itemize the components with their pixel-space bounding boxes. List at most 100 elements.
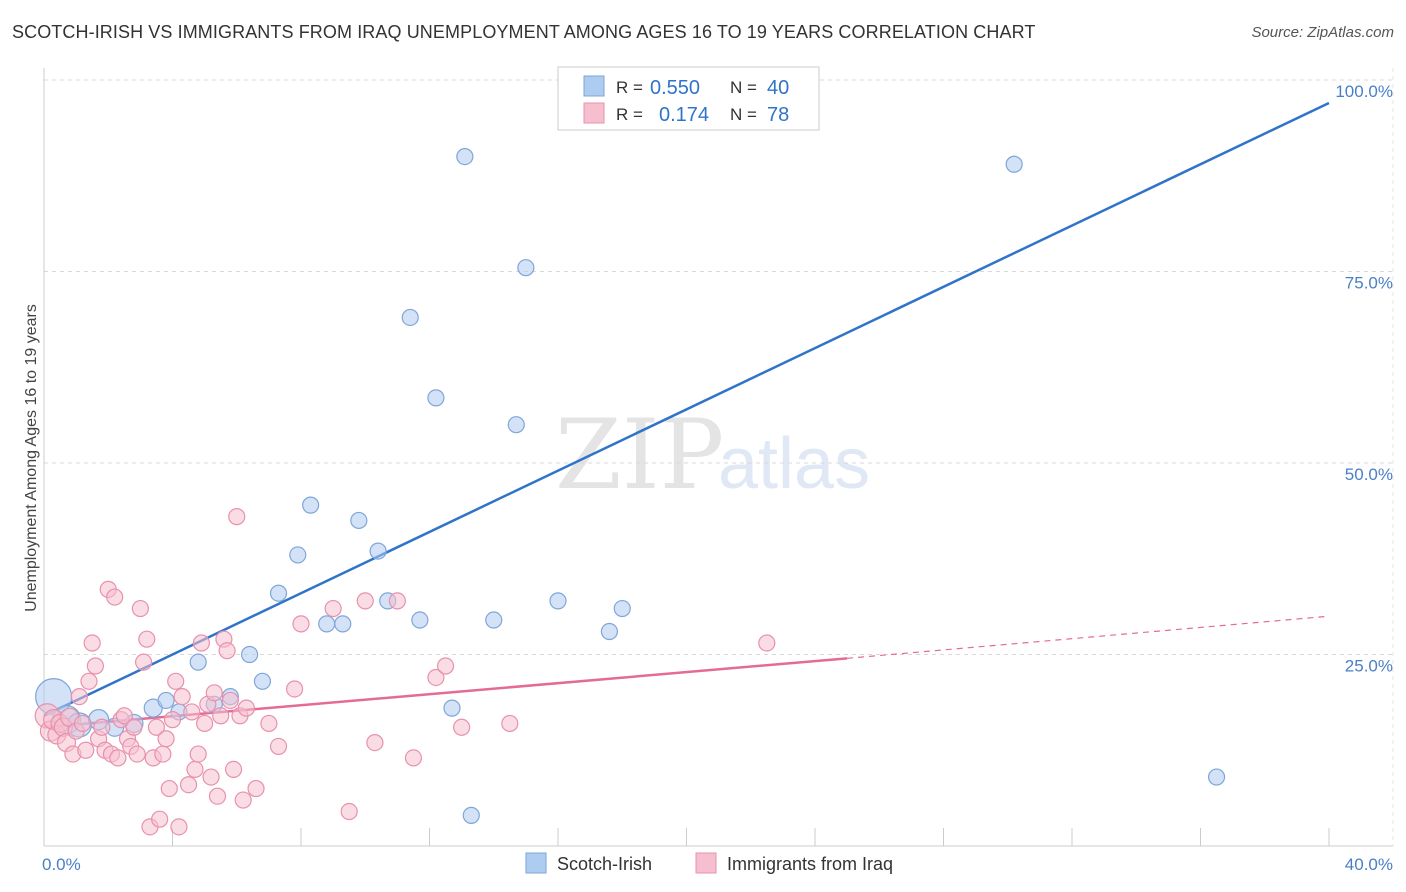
data-point-scotch-irish — [411, 611, 429, 629]
trend-line-extension-immigrants-from-iraq — [847, 615, 1330, 659]
data-point-scotch-irish — [613, 599, 631, 618]
data-point-immigrants-from-iraq — [80, 672, 98, 690]
data-point-immigrants-from-iraq — [218, 642, 236, 660]
data-point-scotch-irish — [456, 148, 474, 166]
data-point-immigrants-from-iraq — [228, 508, 246, 526]
tick-labels: 25.0% 50.0% 75.0% 100.0% 0.0% 40.0% — [42, 82, 1393, 874]
stats-legend-box: R = 0.550 N = 40 R = 0.174 N = 78 — [557, 66, 820, 131]
data-point-immigrants-from-iraq — [154, 745, 172, 763]
data-point-immigrants-from-iraq — [247, 779, 265, 798]
data-point-scotch-irish — [1005, 155, 1023, 173]
data-point-immigrants-from-iraq — [427, 668, 445, 687]
stats-r-label-scotch-irish: R = — [616, 78, 643, 97]
data-point-immigrants-from-iraq — [163, 711, 182, 729]
data-point-immigrants-from-iraq — [221, 691, 239, 710]
data-point-immigrants-from-iraq — [224, 760, 243, 779]
data-point-immigrants-from-iraq — [189, 745, 207, 763]
data-point-immigrants-from-iraq — [77, 741, 95, 759]
data-point-immigrants-from-iraq — [160, 779, 178, 798]
chart-title: SCOTCH-IRISH VS IMMIGRANTS FROM IRAQ UNE… — [12, 22, 1036, 42]
data-point-scotch-irish — [549, 592, 567, 610]
stats-n-label-scotch-irish: N = — [730, 78, 757, 97]
data-point-immigrants-from-iraq — [212, 707, 230, 725]
gridlines — [44, 79, 1393, 655]
data-point-immigrants-from-iraq — [388, 592, 406, 610]
data-point-scotch-irish — [462, 806, 480, 824]
legend-swatch-scotch-irish[interactable] — [525, 852, 547, 874]
watermark-zip: ZIP — [555, 399, 724, 511]
data-point-scotch-irish — [189, 653, 207, 671]
data-point-scotch-irish — [485, 611, 503, 629]
data-point-scotch-irish — [289, 546, 307, 564]
data-point-immigrants-from-iraq — [115, 707, 133, 725]
data-point-immigrants-from-iraq — [134, 653, 153, 671]
data-point-immigrants-from-iraq — [192, 634, 211, 652]
y-axis-label: Unemployment Among Ages 16 to 19 years — [23, 304, 40, 612]
data-point-immigrants-from-iraq — [202, 768, 220, 786]
data-point-immigrants-from-iraq — [70, 688, 88, 706]
watermark-atlas: atlas — [718, 424, 870, 504]
stats-n-value-immigrants-from-iraq: 78 — [767, 104, 789, 126]
data-point-scotch-irish — [253, 672, 272, 690]
data-point-immigrants-from-iraq — [196, 714, 214, 733]
data-point-immigrants-from-iraq — [453, 718, 471, 736]
data-point-scotch-irish — [334, 615, 352, 633]
data-point-scotch-irish — [157, 691, 175, 710]
data-point-scotch-irish — [1207, 768, 1226, 786]
data-point-immigrants-from-iraq — [269, 737, 288, 756]
data-point-immigrants-from-iraq — [147, 718, 166, 736]
data-point-immigrants-from-iraq — [208, 787, 227, 805]
data-point-immigrants-from-iraq — [131, 599, 149, 618]
data-point-immigrants-from-iraq — [366, 733, 384, 752]
y-tick-label: 75.0% — [1345, 274, 1393, 293]
data-point-immigrants-from-iraq — [234, 791, 252, 809]
data-points — [34, 71, 1226, 836]
data-point-immigrants-from-iraq — [436, 657, 455, 675]
data-point-immigrants-from-iraq — [138, 630, 156, 648]
data-point-immigrants-from-iraq — [109, 749, 127, 767]
stats-r-value-scotch-irish: 0.550 — [650, 77, 700, 99]
data-point-scotch-irish — [427, 389, 445, 407]
stats-n-label-immigrants-from-iraq: N = — [730, 105, 757, 124]
data-point-immigrants-from-iraq — [179, 776, 198, 794]
data-point-scotch-irish — [443, 699, 461, 717]
y-tick-label: 100.0% — [1335, 82, 1393, 101]
stats-swatch-immigrants-from-iraq — [583, 102, 605, 124]
stats-r-label-immigrants-from-iraq: R = — [616, 105, 643, 124]
x-tick-label: 0.0% — [42, 855, 81, 874]
data-point-immigrants-from-iraq — [324, 599, 342, 618]
legend-swatch-immigrants-from-iraq[interactable] — [695, 852, 717, 874]
data-point-immigrants-from-iraq — [83, 634, 101, 652]
data-point-immigrants-from-iraq — [93, 718, 111, 736]
y-tick-label: 25.0% — [1345, 657, 1393, 676]
stats-n-value-scotch-irish: 40 — [767, 77, 789, 99]
series-legend: Scotch-Irish Immigrants from Iraq — [525, 852, 893, 874]
trend-line-scotch-irish — [43, 101, 1330, 717]
data-point-immigrants-from-iraq — [128, 745, 146, 763]
data-point-immigrants-from-iraq — [186, 760, 204, 779]
data-point-immigrants-from-iraq — [125, 718, 143, 736]
data-point-scotch-irish — [318, 615, 336, 633]
data-point-scotch-irish — [350, 511, 368, 530]
chart-source: Source: ZipAtlas.com — [1251, 24, 1394, 41]
legend-label-immigrants-from-iraq[interactable]: Immigrants from Iraq — [727, 854, 893, 874]
data-point-scotch-irish — [600, 622, 619, 641]
data-point-immigrants-from-iraq — [173, 688, 191, 706]
data-point-immigrants-from-iraq — [106, 588, 124, 606]
data-point-immigrants-from-iraq — [86, 657, 105, 675]
data-point-scotch-irish — [302, 496, 320, 514]
data-point-immigrants-from-iraq — [237, 699, 255, 717]
legend-label-scotch-irish[interactable]: Scotch-Irish — [557, 854, 652, 874]
data-point-immigrants-from-iraq — [356, 592, 374, 610]
stats-swatch-scotch-irish — [583, 75, 605, 97]
data-point-scotch-irish — [369, 542, 387, 560]
stats-r-value-immigrants-from-iraq: 0.174 — [659, 104, 709, 126]
data-point-immigrants-from-iraq — [285, 680, 304, 698]
axes — [43, 68, 1394, 847]
x-tick-label: 40.0% — [1345, 855, 1393, 874]
data-point-immigrants-from-iraq — [183, 703, 201, 721]
data-point-immigrants-from-iraq — [151, 810, 169, 828]
data-point-immigrants-from-iraq — [157, 730, 175, 748]
y-tick-label: 50.0% — [1345, 465, 1393, 484]
